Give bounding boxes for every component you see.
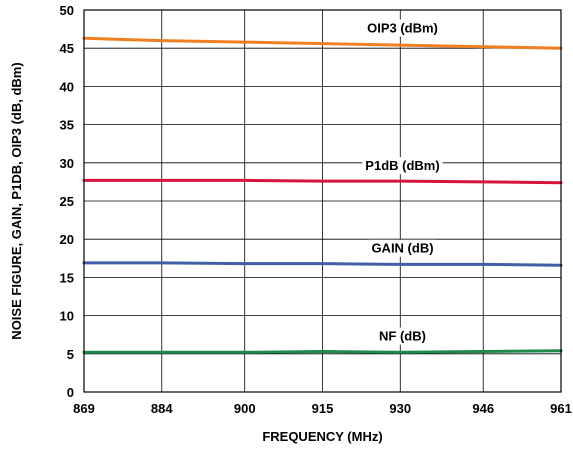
series-line [82, 349, 563, 354]
series-line [82, 261, 563, 267]
y-tick-label: 5 [67, 347, 74, 362]
series-label-background [368, 239, 437, 257]
series-label-text: NF (dB) [379, 329, 426, 344]
series-line [82, 178, 563, 185]
y-tick-label: 25 [60, 194, 74, 209]
series-label-background [376, 327, 429, 345]
x-tick-label: 884 [151, 401, 173, 416]
x-tick-label: 961 [550, 401, 572, 416]
y-tick-labels: 0 5 10 15 20 25 30 35 40 45 50 [60, 3, 74, 400]
y-tick-label: 30 [60, 156, 74, 171]
series-label-text: GAIN (dB) [371, 241, 433, 256]
y-tick-label: 20 [60, 232, 74, 247]
y-axis-title: NOISE FIGURE, GAIN, P1DB, OIP3 (dB, dBm) [9, 62, 24, 339]
series-label: P1dB (dBm) [362, 157, 443, 175]
y-tick-label: 0 [67, 385, 74, 400]
x-tick-label: 946 [472, 401, 494, 416]
x-axis-title: FREQUENCY (MHz) [262, 429, 382, 444]
x-tick-label: 869 [73, 401, 95, 416]
series-lines [82, 36, 563, 354]
series-label-background [364, 19, 441, 37]
y-tick-label: 35 [60, 118, 74, 133]
series-label: NF (dB) [376, 327, 429, 345]
series-label-text: OIP3 (dBm) [367, 21, 438, 36]
series-label: OIP3 (dBm) [364, 19, 441, 37]
x-tick-label: 930 [389, 401, 411, 416]
plot-frame [83, 9, 562, 393]
series-label-text: P1dB (dBm) [365, 158, 439, 173]
series-line [82, 36, 563, 50]
series-labels: OIP3 (dBm) P1dB (dBm) GAIN (dB) NF (dB) [362, 19, 443, 345]
x-tick-label: 915 [312, 401, 334, 416]
y-tick-label: 40 [60, 79, 74, 94]
series-label: GAIN (dB) [368, 239, 437, 257]
series-label-background [362, 157, 443, 175]
x-tick-labels: 869 884 900 915 930 946 961 [73, 401, 572, 416]
x-tick-label: 900 [234, 401, 256, 416]
y-tick-label: 15 [60, 270, 74, 285]
y-tick-label: 45 [60, 41, 74, 56]
y-tick-label: 10 [60, 309, 74, 324]
y-tick-label: 50 [60, 3, 74, 18]
